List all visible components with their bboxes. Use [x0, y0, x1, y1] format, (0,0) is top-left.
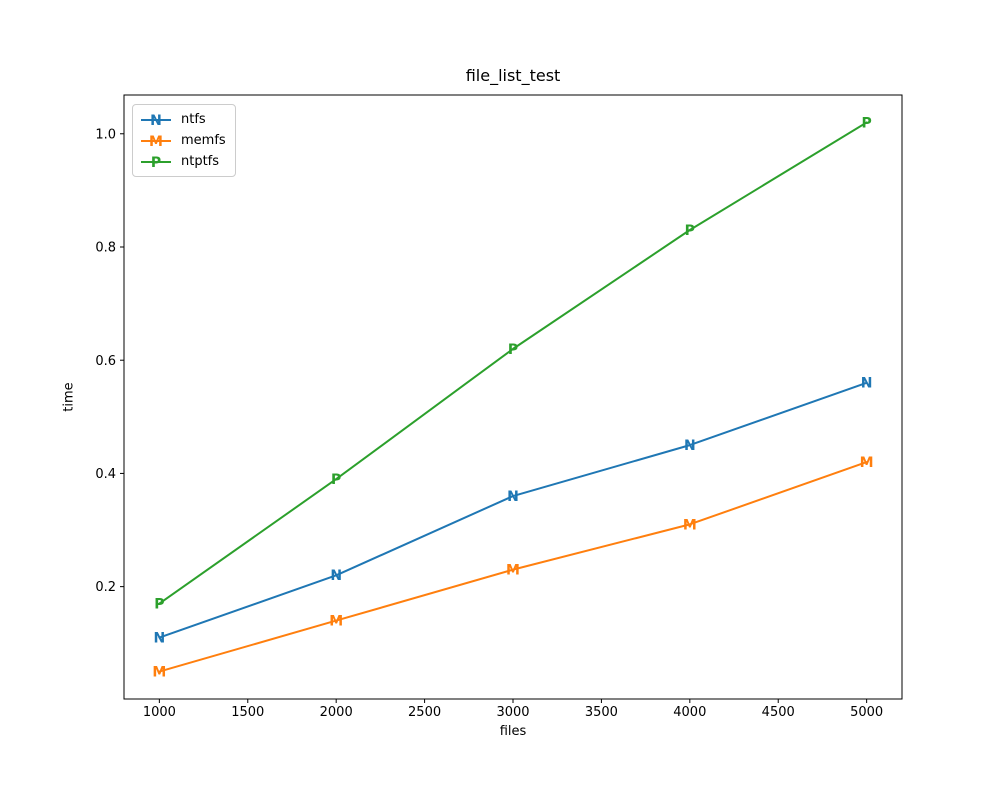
marker-memfs: M: [683, 517, 697, 533]
svg-text:M: M: [149, 133, 163, 149]
svg-text:N: N: [150, 112, 162, 128]
marker-ntfs: N: [507, 489, 519, 505]
marker-ntfs: N: [154, 630, 166, 646]
marker-ntptfs: P: [331, 472, 341, 488]
legend-label-memfs: memfs: [181, 133, 226, 148]
x-tick-label: 5000: [850, 705, 883, 720]
marker-memfs: M: [329, 613, 343, 629]
marker-memfs: M: [860, 455, 874, 471]
chart-title: file_list_test: [465, 66, 561, 85]
legend-marker-ntptfs: P: [141, 154, 171, 170]
x-tick-label: 3500: [585, 705, 618, 720]
marker-ntfs: N: [861, 376, 873, 392]
legend-label-ntfs: ntfs: [181, 112, 206, 127]
y-tick-label: 0.6: [95, 354, 116, 369]
x-tick-label: 1000: [143, 705, 176, 720]
y-tick-label: 0.2: [95, 580, 116, 595]
x-axis-label: files: [499, 724, 527, 739]
marker-ntptfs: P: [685, 223, 695, 239]
marker-memfs: M: [152, 664, 166, 680]
y-tick-label: 1.0: [95, 127, 116, 142]
marker-ntfs: N: [330, 568, 342, 584]
legend-label-ntptfs: ntptfs: [181, 154, 220, 169]
series-line-ntfs: [158, 381, 868, 639]
svg-text:P: P: [151, 154, 161, 170]
x-tick-label: 4500: [762, 705, 795, 720]
series-line-memfs: [158, 461, 868, 673]
series-line-ntptfs: [158, 121, 868, 605]
legend-marker-memfs: M: [141, 133, 171, 149]
marker-ntfs: N: [684, 438, 696, 454]
legend-marker-ntfs: N: [141, 112, 171, 128]
marker-memfs: M: [506, 563, 520, 579]
x-tick-label: 3000: [496, 705, 529, 720]
marker-ntptfs: P: [154, 597, 164, 613]
x-tick-label: 1500: [231, 705, 264, 720]
y-tick-label: 0.4: [95, 467, 116, 482]
y-tick-label: 0.8: [95, 241, 116, 256]
x-tick-label: 4000: [673, 705, 706, 720]
marker-ntptfs: P: [508, 342, 518, 358]
marker-ntptfs: P: [862, 115, 872, 131]
x-tick-label: 2000: [320, 705, 353, 720]
y-axis-label: time: [61, 382, 77, 412]
x-tick-label: 2500: [408, 705, 441, 720]
